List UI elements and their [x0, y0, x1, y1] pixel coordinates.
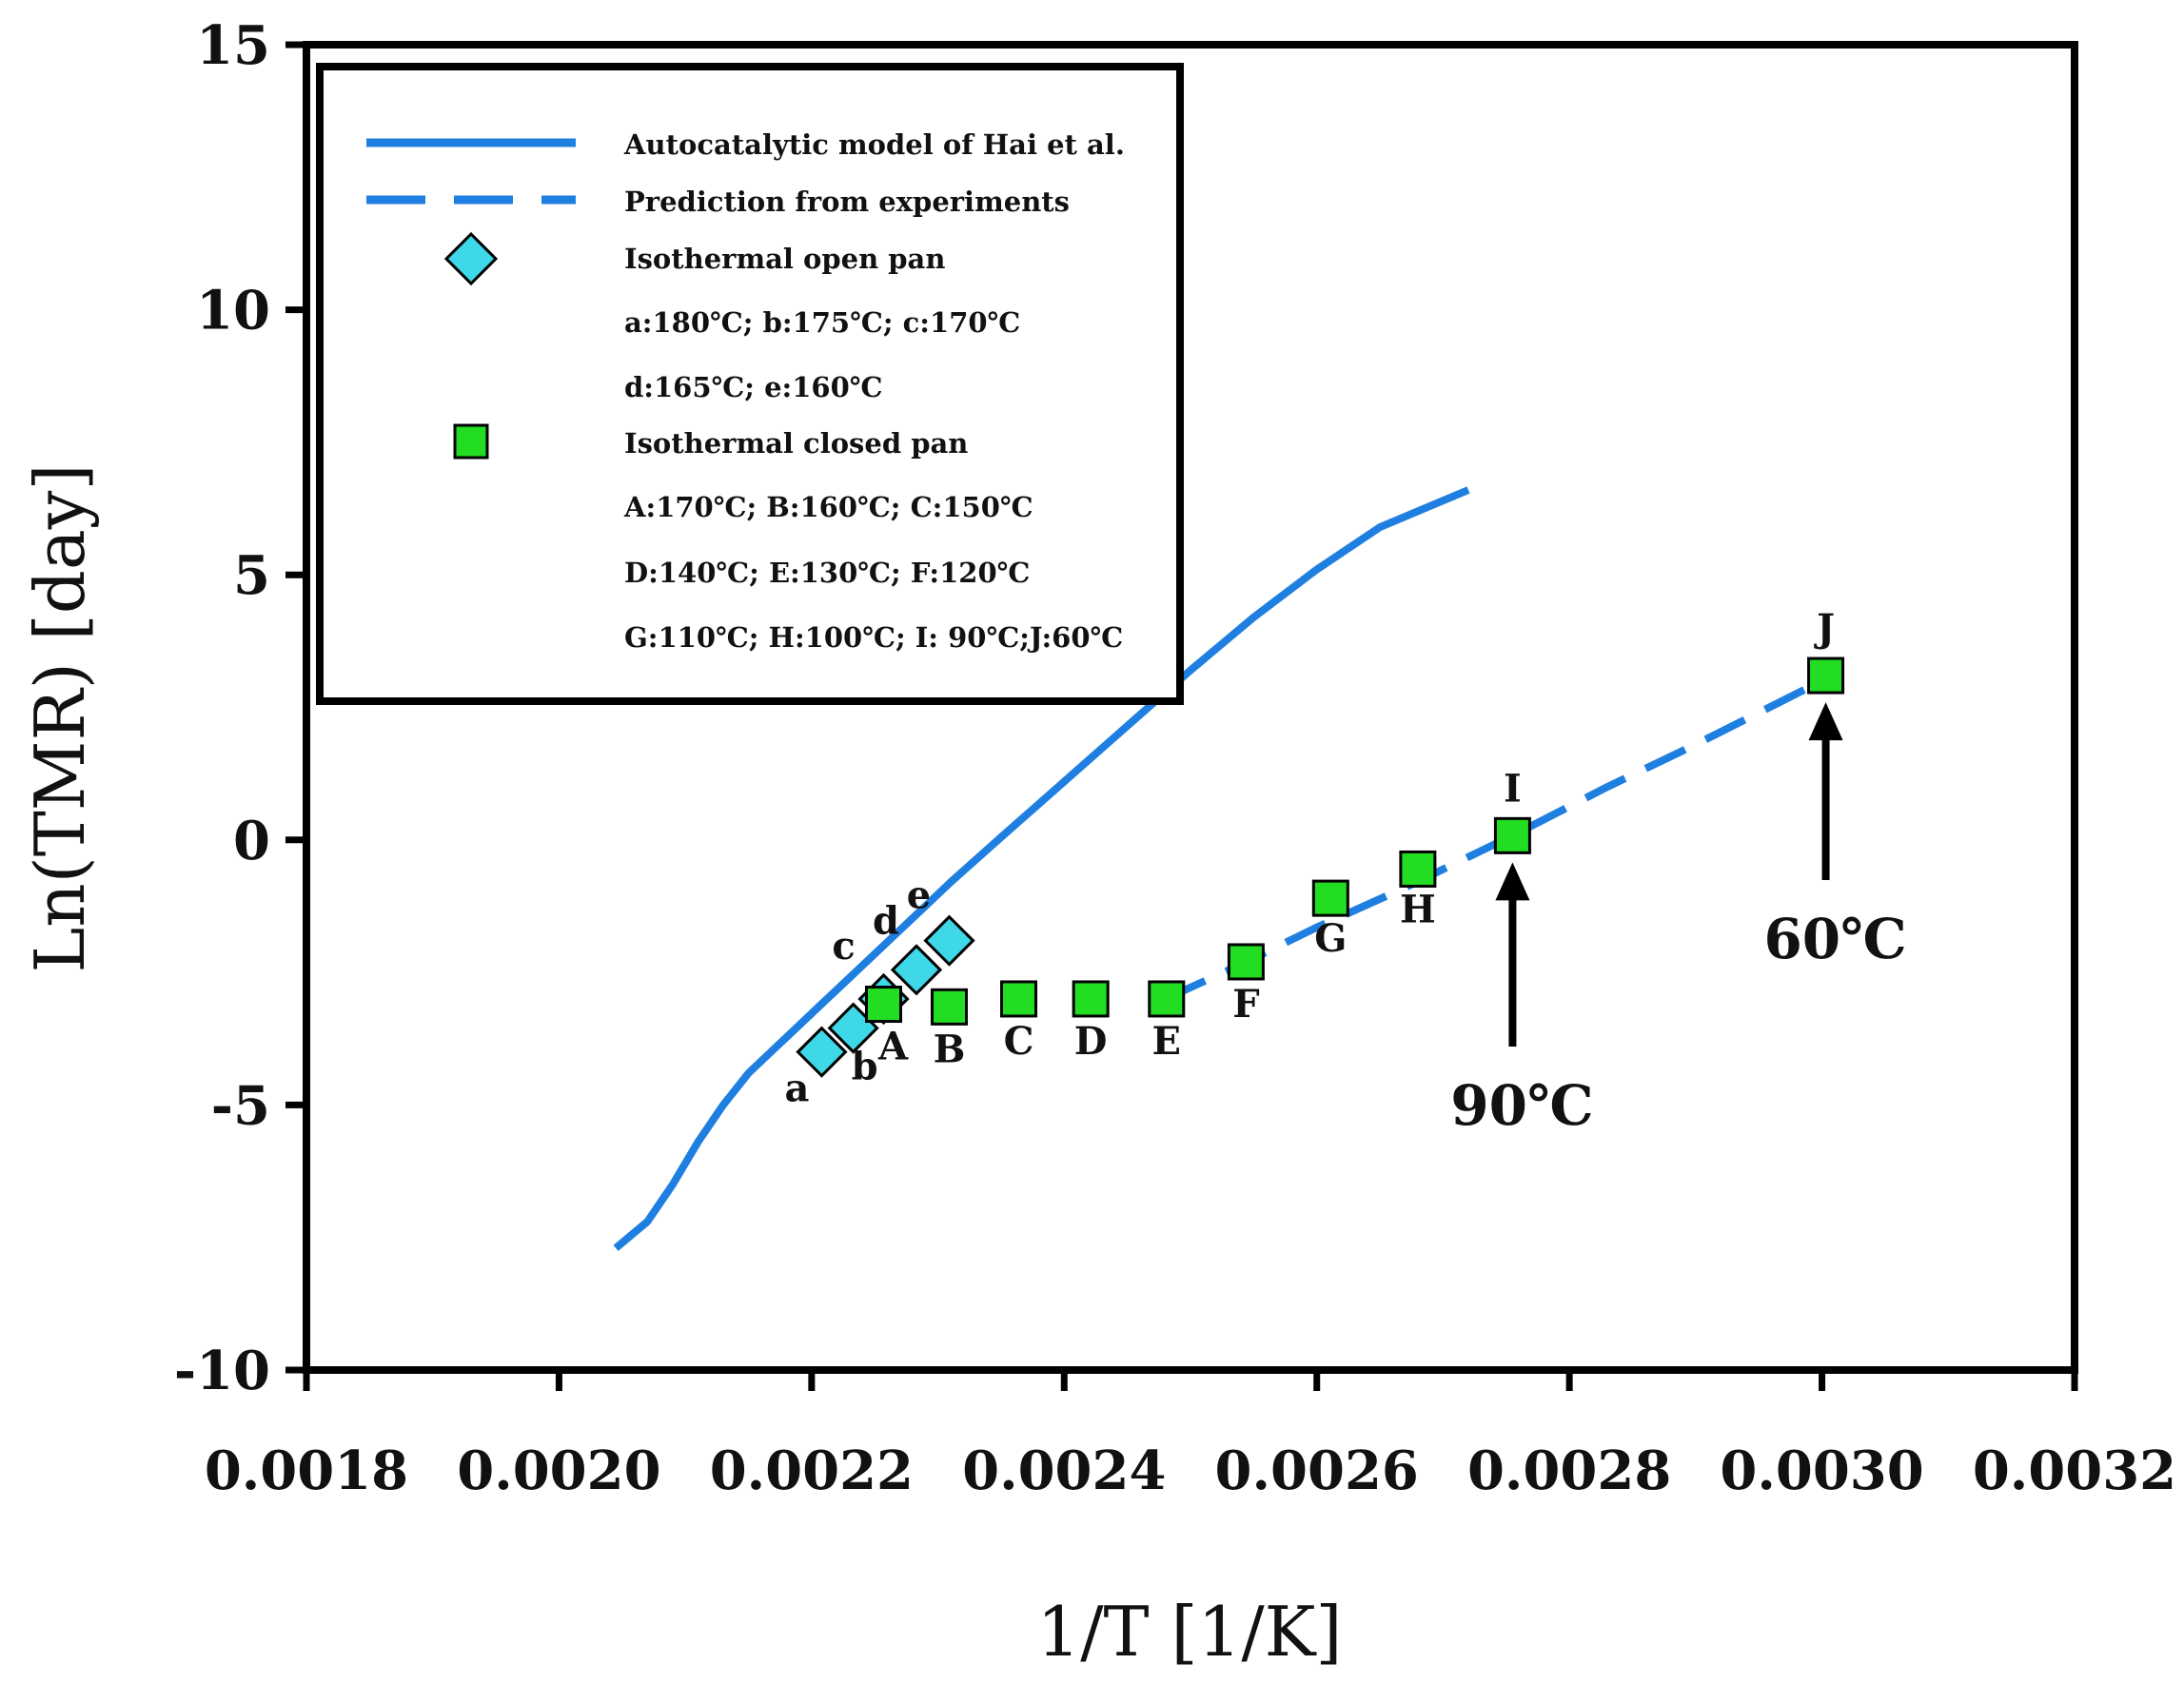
- x-tick-label: 0.0022: [710, 1439, 914, 1502]
- legend-open-pan-note-2: d:165℃; e:160℃: [624, 371, 883, 403]
- closed-pan-point-label: D: [1074, 1019, 1108, 1064]
- y-tick-label: 0: [233, 810, 270, 872]
- y-tick-label: 10: [196, 280, 270, 343]
- arrow-temperature-label: 60℃: [1763, 907, 1906, 971]
- open-pan-diamond-point: [796, 1026, 848, 1078]
- legend-open-pan-note-1: a:180℃; b:175℃; c:170℃: [624, 306, 1020, 339]
- points-layer: a b cde A B C D E F G H I J: [785, 606, 1845, 1111]
- x-tick-label: 0.0026: [1215, 1439, 1419, 1502]
- axes-layer: 0.0018 0.0020 0.0022 0.0024 0.0026 0.0028 0.00…: [174, 14, 2176, 1502]
- x-tick-label: 0.0028: [1467, 1439, 1671, 1502]
- open-pan-point-label: d: [873, 898, 899, 943]
- x-tick-label: 0.0030: [1720, 1439, 1923, 1502]
- closed-pan-point-label: C: [1004, 1019, 1034, 1064]
- arrow-head-icon: [1808, 702, 1843, 741]
- plot-frame: [303, 41, 2078, 1374]
- closed-pan-point-label: B: [934, 1027, 966, 1071]
- legend-prediction-label: Prediction from experiments: [624, 186, 1070, 218]
- y-tick-label: -5: [211, 1074, 270, 1137]
- open-pan-point-label: a: [785, 1067, 810, 1111]
- open-pan-diamond-point: [890, 944, 943, 996]
- closed-pan-square-point: [1148, 980, 1186, 1018]
- legend-closed-pan-square-icon: [453, 423, 489, 460]
- closed-pan-point-label: G: [1314, 916, 1347, 961]
- legend-closed-pan-note-3: G:110℃; H:100℃; I: 90℃;J:60℃: [624, 621, 1123, 654]
- closed-pan-square-point: [1072, 980, 1110, 1018]
- legend: Autocatalytic model of Hai et al. Predic…: [316, 63, 1184, 705]
- closed-pan-square-point: [1000, 980, 1038, 1018]
- legend-open-pan-diamond-icon: [443, 231, 499, 286]
- x-axis-title: 1/T [1/K]: [1036, 1592, 1342, 1672]
- closed-pan-square-point: [931, 988, 969, 1026]
- legend-closed-pan-note-1: A:170℃; B:160℃; C:150℃: [623, 491, 1033, 523]
- closed-pan-square-point: [865, 986, 903, 1024]
- legend-open-pan-label: Isothermal open pan: [624, 243, 945, 275]
- closed-pan-point-label: E: [1152, 1019, 1182, 1064]
- model-solid-line: [613, 486, 1470, 1251]
- arrow-head-icon: [1495, 862, 1530, 901]
- x-tick-label: 0.0020: [457, 1439, 660, 1502]
- closed-pan-square-point: [1399, 850, 1437, 888]
- closed-pan-square-point: [1311, 879, 1349, 917]
- arrow-temperature-label: 90℃: [1450, 1073, 1593, 1138]
- closed-pan-square-point: [1807, 656, 1845, 695]
- open-pan-point-label: b: [852, 1045, 878, 1089]
- closed-pan-point-label: J: [1814, 606, 1835, 651]
- annotation-layer: 90℃ 60℃: [1450, 702, 1907, 1138]
- closed-pan-square-point: [1227, 943, 1265, 981]
- open-pan-point-label: e: [907, 873, 931, 918]
- closed-pan-square-point: [1493, 816, 1531, 854]
- legend-box: [316, 63, 1184, 705]
- legend-model-label: Autocatalytic model of Hai et al.: [623, 128, 1125, 161]
- y-tick-label: -10: [174, 1340, 270, 1402]
- y-axis-title: Ln(TMR) [day]: [20, 463, 100, 972]
- open-pan-point-label: c: [832, 924, 855, 969]
- open-pan-diamond-point: [923, 914, 975, 967]
- closed-pan-point-label: H: [1400, 887, 1436, 931]
- x-tick-label: 0.0018: [205, 1439, 408, 1502]
- x-tick-label: 0.0024: [962, 1439, 1166, 1502]
- closed-pan-point-label: I: [1504, 766, 1522, 811]
- legend-closed-pan-note-2: D:140℃; E:130℃; F:120℃: [624, 557, 1030, 589]
- closed-pan-point-label: A: [877, 1025, 909, 1069]
- x-tick-label: 0.0032: [1973, 1439, 2176, 1502]
- closed-pan-point-label: F: [1232, 982, 1259, 1027]
- y-tick-label: 15: [196, 14, 270, 77]
- legend-closed-pan-label: Isothermal closed pan: [624, 427, 968, 460]
- y-tick-label: 5: [233, 544, 270, 607]
